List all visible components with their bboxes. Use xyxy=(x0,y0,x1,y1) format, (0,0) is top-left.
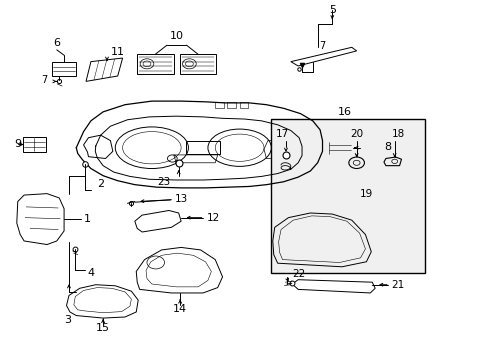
Text: 16: 16 xyxy=(337,107,351,117)
Text: 7: 7 xyxy=(41,75,48,85)
Text: 8: 8 xyxy=(383,142,390,152)
Text: 20: 20 xyxy=(349,129,363,139)
Text: 19: 19 xyxy=(359,189,372,199)
Bar xyxy=(271,119,424,273)
Text: 14: 14 xyxy=(173,304,187,314)
Text: 11: 11 xyxy=(110,46,124,57)
Text: 12: 12 xyxy=(206,213,219,223)
Text: 3: 3 xyxy=(64,315,71,325)
Text: 7: 7 xyxy=(319,41,325,50)
Text: 4: 4 xyxy=(87,268,94,278)
Text: 10: 10 xyxy=(169,31,183,41)
Text: 22: 22 xyxy=(292,269,305,279)
Text: 17: 17 xyxy=(275,129,288,139)
Text: 1: 1 xyxy=(83,214,90,224)
Text: 9: 9 xyxy=(14,139,21,149)
Text: 5: 5 xyxy=(328,5,335,15)
Text: 15: 15 xyxy=(96,324,110,333)
Text: 23: 23 xyxy=(157,177,170,187)
Text: 6: 6 xyxy=(53,38,60,48)
Text: 2: 2 xyxy=(97,179,104,189)
Text: 18: 18 xyxy=(391,129,404,139)
Text: 13: 13 xyxy=(175,194,188,204)
Text: 21: 21 xyxy=(390,280,403,290)
